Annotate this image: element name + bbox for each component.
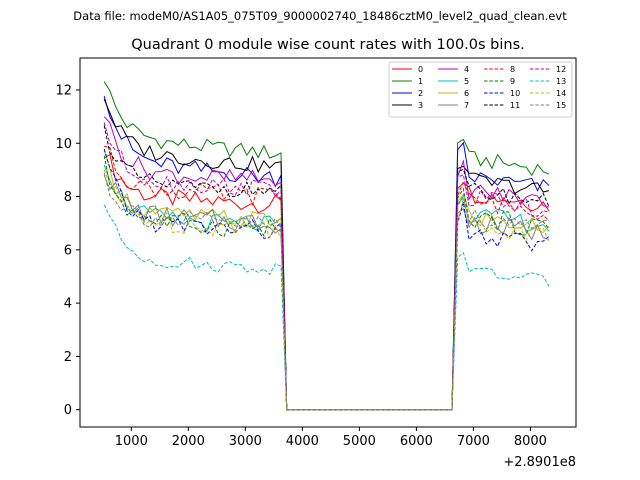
- x-tick-label-6000: 6000: [400, 434, 433, 449]
- x-tick-label-5000: 5000: [343, 434, 376, 449]
- series-line-10: [103, 148, 550, 411]
- legend-label-12: 12: [556, 65, 566, 74]
- legend-label-3: 3: [418, 101, 423, 110]
- legend-label-1: 1: [418, 77, 423, 86]
- series-line-8: [104, 145, 550, 411]
- y-tick-label-8: 8: [64, 190, 72, 205]
- x-tick-label-3000: 3000: [229, 434, 262, 449]
- legend-label-8: 8: [510, 65, 515, 74]
- y-tick-label-2: 2: [64, 350, 72, 365]
- legend-label-4: 4: [464, 65, 469, 74]
- legend-label-0: 0: [418, 65, 423, 74]
- x-tick-label-1000: 1000: [115, 434, 148, 449]
- y-tick-label-12: 12: [55, 83, 72, 98]
- legend-label-10: 10: [510, 89, 520, 98]
- x-tick-label-2000: 2000: [172, 434, 205, 449]
- y-tick-label-6: 6: [64, 243, 72, 258]
- chart-suptitle: Data file: modeM0/AS1A05_075T09_90000027…: [73, 9, 567, 23]
- legend-label-2: 2: [418, 89, 423, 98]
- x-tick-label-4000: 4000: [286, 434, 319, 449]
- y-tick-label-4: 4: [64, 297, 72, 312]
- legend-frame: [388, 61, 573, 118]
- x-tick-label-7000: 7000: [457, 434, 490, 449]
- series-line-15: [103, 172, 549, 411]
- x-offset-label: +2.8901e8: [503, 455, 576, 470]
- x-axis: 1000 2000 3000 4000 5000 6000 7000 8000: [115, 427, 547, 449]
- y-tick-label-10: 10: [55, 137, 72, 152]
- plot-area: 1000 2000 3000 4000 5000 6000 7000 8000 0246810…: [55, 57, 577, 449]
- legend-label-13: 13: [556, 77, 566, 86]
- legend-label-6: 6: [464, 89, 469, 98]
- series-layer: [103, 81, 550, 411]
- series-line-11: [103, 125, 550, 411]
- chart-title: Quadrant 0 module wise count rates with …: [131, 37, 525, 53]
- legend-label-11: 11: [510, 101, 520, 110]
- legend-label-14: 14: [556, 89, 566, 98]
- plot-frame: [79, 57, 577, 428]
- legend-label-7: 7: [464, 101, 469, 110]
- y-tick-label-0: 0: [64, 403, 72, 418]
- legend-label-15: 15: [556, 101, 566, 110]
- legend-label-5: 5: [464, 77, 469, 86]
- x-tick-label-8000: 8000: [514, 434, 547, 449]
- legend-label-9: 9: [510, 77, 515, 86]
- y-axis: 0 2 4 6 8 10 12: [55, 83, 80, 418]
